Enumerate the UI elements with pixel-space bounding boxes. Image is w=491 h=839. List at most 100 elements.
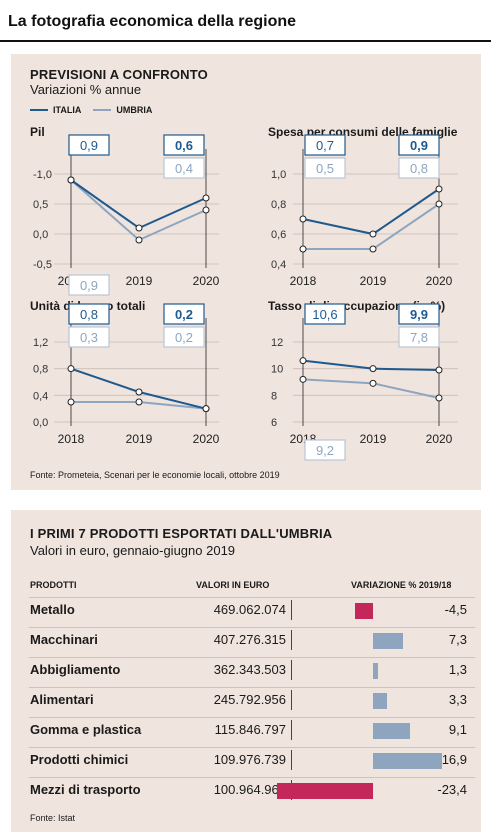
- line-charts: Pil -1,0 0,5 0,0 -0,5 2018 2019 2020 0,9 0,9 0,6 0,…: [30, 125, 458, 461]
- variation-bar: [373, 753, 443, 769]
- data-point: [369, 230, 377, 238]
- data-point: [435, 185, 443, 193]
- forecast-source: Fonte: Prometeia, Scenari per le economi…: [30, 470, 280, 480]
- exports-subtitle: Valori in euro, gennaio-giugno 2019: [30, 543, 236, 558]
- row-separator: [29, 657, 475, 658]
- value-divider: [291, 720, 292, 740]
- data-point: [299, 375, 307, 383]
- x-tick-label: 2019: [126, 432, 153, 446]
- row-separator: [29, 627, 475, 628]
- variation-bar: [277, 783, 373, 799]
- product-label: Mezzi di trasporto: [30, 782, 141, 797]
- x-tick-label: 2019: [126, 274, 153, 288]
- umbria-value-label: 0,9: [80, 278, 98, 293]
- umbria-value-box: [304, 439, 346, 461]
- data-point: [67, 398, 75, 406]
- legend-item-umbria: UMBRIA: [93, 105, 152, 115]
- exports-panel: I PRIMI 7 PRODOTTI ESPORTATI DALL'UMBRIA…: [11, 510, 481, 832]
- data-point: [135, 236, 143, 244]
- y-tick-label: 0,6: [271, 229, 286, 241]
- product-label: Alimentari: [30, 692, 94, 707]
- italia-value-label: 0,9: [410, 138, 428, 153]
- legend-item-italia: ITALIA: [30, 105, 81, 115]
- data-point: [135, 388, 143, 396]
- data-point: [135, 224, 143, 232]
- italia-value-box: [304, 134, 346, 156]
- row-separator: [29, 717, 475, 718]
- page-title: La fotografia economica della regione: [8, 13, 297, 30]
- x-tick-label: 2019: [360, 432, 387, 446]
- col-header-variation: VARIAZIONE % 2019/18: [351, 580, 452, 590]
- x-tick-label: 2019: [360, 274, 387, 288]
- y-tick-label: 10: [271, 364, 283, 376]
- x-tick-label: 2020: [426, 432, 453, 446]
- series-line-umbria: [303, 203, 440, 250]
- data-point: [369, 365, 377, 373]
- y-tick-label: 6: [271, 417, 277, 429]
- data-point: [67, 176, 75, 184]
- legend-swatch-umbria: [93, 109, 112, 111]
- data-point: [299, 215, 307, 223]
- data-point: [202, 405, 210, 413]
- y-tick-label: 12: [271, 337, 283, 349]
- italia-value-box: [398, 303, 440, 325]
- variation-bar: [373, 693, 387, 709]
- product-label: Prodotti chimici: [30, 752, 129, 767]
- data-point: [435, 200, 443, 208]
- umbria-value-box: [163, 326, 205, 348]
- data-point: [202, 194, 210, 202]
- y-tick-label: 0,4: [33, 390, 48, 402]
- variation-label: 7,3: [448, 632, 467, 647]
- italia-value-label: 0,7: [316, 138, 334, 153]
- y-tick-label: 0,4: [271, 259, 286, 271]
- data-point: [67, 365, 75, 373]
- umbria-value-label: 0,8: [410, 161, 428, 176]
- italia-value-label: 0,8: [80, 307, 98, 322]
- italia-value-label: 10,6: [312, 307, 337, 322]
- italia-value-box: [304, 303, 346, 325]
- col-header-products: PRODOTTI: [30, 580, 77, 590]
- umbria-value-box: [304, 157, 346, 179]
- legend-label-umbria: UMBRIA: [116, 105, 153, 115]
- umbria-value-label: 9,2: [316, 443, 334, 458]
- product-label: Metallo: [30, 602, 75, 617]
- exports-source: Fonte: Istat: [30, 813, 76, 823]
- data-point: [135, 398, 143, 406]
- legend-swatch-italia: [30, 109, 48, 111]
- data-point: [369, 379, 377, 387]
- product-value: 407.276.315: [213, 632, 286, 647]
- product-label: Macchinari: [30, 632, 98, 647]
- y-tick-label: 0,0: [33, 229, 48, 241]
- italia-value-label: 9,9: [410, 307, 428, 322]
- legend-label-italia: ITALIA: [53, 105, 82, 115]
- row-separator: [29, 687, 475, 688]
- variation-label: -23,4: [437, 782, 467, 797]
- value-divider: [291, 660, 292, 680]
- x-tick-label: 2018: [290, 274, 317, 288]
- variation-label: 3,3: [448, 692, 467, 707]
- umbria-value-box: [68, 326, 110, 348]
- y-tick-label: 1,2: [33, 337, 48, 349]
- forecast-title: PREVISIONI A CONFRONTO: [30, 67, 208, 82]
- forecast-subtitle: Variazioni % annue: [30, 82, 142, 97]
- product-value: 109.976.739: [213, 752, 286, 767]
- product-value: 362.343.503: [213, 662, 286, 677]
- umbria-value-label: 7,8: [410, 330, 428, 345]
- x-tick-label: 2020: [426, 274, 453, 288]
- data-point: [202, 206, 210, 214]
- value-divider: [291, 630, 292, 650]
- value-divider: [291, 600, 292, 620]
- y-tick-label: 0,8: [33, 364, 48, 376]
- variation-bar: [354, 603, 373, 619]
- umbria-value-label: 0,5: [316, 161, 334, 176]
- value-divider: [291, 750, 292, 770]
- variation-label: 9,1: [448, 722, 467, 737]
- col-header-values: VALORI IN EURO: [196, 580, 270, 590]
- row-separator: [29, 747, 475, 748]
- forecast-legend: ITALIA UMBRIA: [30, 105, 164, 115]
- product-value: 245.792.956: [213, 692, 286, 707]
- data-point: [299, 245, 307, 253]
- x-tick-label: 2018: [58, 432, 85, 446]
- italia-value-label: 0,6: [175, 138, 193, 153]
- umbria-value-box: [398, 157, 440, 179]
